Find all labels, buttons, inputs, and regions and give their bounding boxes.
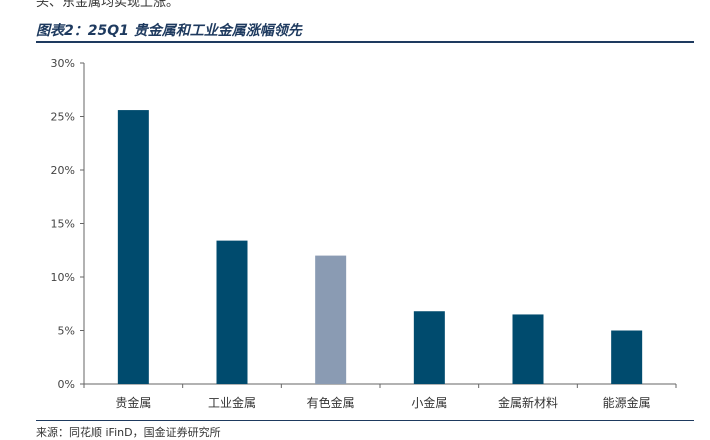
bar	[315, 255, 347, 384]
top-text-fragment: 头、东金属均实现上涨。	[36, 0, 180, 10]
x-tick-label: 金属新材料	[498, 395, 558, 410]
bars	[117, 110, 643, 384]
x-tick-label: 贵金属	[115, 395, 151, 410]
y-tick-label: 20%	[51, 164, 75, 177]
x-tick-label: 小金属	[411, 395, 447, 410]
source-rule	[36, 420, 694, 421]
y-tick-label: 0%	[58, 378, 75, 391]
y-axis: 0% 5% 10% 15% 20% 25% 30%	[51, 57, 85, 391]
y-tick-label: 25%	[51, 111, 75, 124]
y-tick-label: 30%	[51, 57, 75, 70]
bar	[512, 314, 544, 384]
x-axis: 贵金属 工业金属 有色金属 小金属 金属新材料 能源金属	[83, 383, 677, 410]
bar	[413, 311, 445, 384]
figure-title: 图表2：25Q1 贵金属和工业金属涨幅领先	[36, 23, 302, 39]
y-tick-label: 15%	[51, 218, 75, 231]
x-tick-label: 有色金属	[307, 395, 355, 410]
bar	[117, 110, 149, 384]
x-tick-label: 能源金属	[603, 395, 651, 410]
bar	[216, 240, 248, 384]
y-tick-label: 5%	[58, 325, 75, 338]
title-rule	[36, 41, 694, 43]
bar	[611, 330, 643, 384]
x-tick-label: 工业金属	[208, 395, 256, 410]
y-tick-label: 10%	[51, 271, 75, 284]
source-note: 来源：同花顺 iFinD，国金证券研究所	[36, 426, 221, 439]
